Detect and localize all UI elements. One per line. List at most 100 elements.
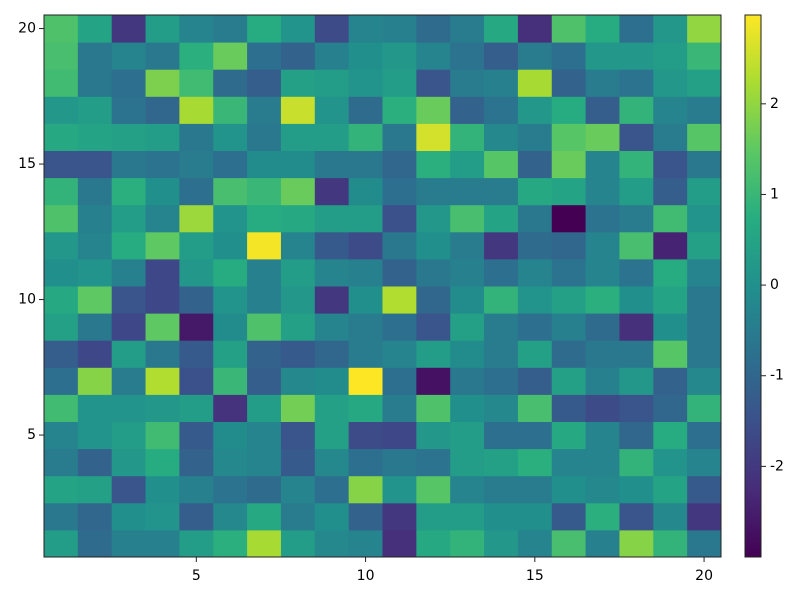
heatmap-cell: [314, 150, 350, 179]
heatmap-cell: [111, 502, 147, 531]
heatmap-cell: [145, 123, 180, 151]
heatmap-cell: [247, 340, 282, 368]
heatmap-cell: [247, 313, 282, 341]
heatmap-cell: [348, 475, 383, 504]
heatmap-cell: [348, 394, 383, 422]
heatmap-cell: [179, 448, 214, 477]
heatmap-cell: [585, 96, 620, 124]
heatmap-cell: [517, 69, 553, 97]
heatmap-cell: [416, 150, 451, 179]
heatmap-cell: [551, 177, 587, 206]
heatmap-cell: [551, 340, 587, 368]
heatmap-cell: [450, 15, 485, 43]
heatmap-cell: [416, 69, 451, 97]
heatmap-cell: [77, 15, 113, 43]
heatmap-cell: [619, 286, 654, 314]
heatmap-cell: [247, 286, 282, 314]
heatmap-cell: [653, 502, 688, 531]
heatmap-cell: [450, 529, 485, 558]
heatmap-cell: [450, 150, 485, 179]
heatmap-cell: [111, 123, 147, 151]
heatmap-cell: [77, 258, 113, 287]
heatmap-cell: [551, 69, 587, 97]
heatmap-cell: [77, 231, 113, 260]
heatmap-cell: [314, 502, 350, 531]
heatmap-cell: [280, 367, 316, 395]
heatmap-cell: [585, 529, 620, 558]
heatmap-cell: [450, 204, 485, 233]
heatmap-cell: [382, 340, 417, 368]
heatmap-cell: [416, 502, 451, 531]
heatmap-cell: [517, 502, 553, 531]
heatmap-cell: [619, 475, 654, 504]
heatmap-cell: [145, 15, 180, 43]
heatmap-cell: [44, 421, 79, 450]
heatmap-cell: [484, 394, 519, 422]
heatmap-cell: [450, 231, 485, 260]
heatmap-cell: [517, 286, 553, 314]
heatmap-cell: [585, 150, 620, 179]
heatmap-cell: [619, 42, 654, 70]
heatmap-cell: [687, 340, 722, 368]
heatmap-cell: [416, 394, 451, 422]
heatmap-cell: [348, 286, 383, 314]
heatmap-cell: [382, 475, 417, 504]
heatmap-cell: [551, 313, 587, 341]
heatmap-cell: [44, 475, 79, 504]
heatmap-cell: [382, 69, 417, 97]
heatmap-cell: [213, 313, 248, 341]
heatmap-cell: [619, 394, 654, 422]
heatmap-cell: [619, 15, 654, 43]
heatmap-cell: [619, 502, 654, 531]
heatmap-cell: [77, 367, 113, 395]
heatmap-cell: [314, 231, 350, 260]
plot-frame: [43, 14, 722, 558]
heatmap-cell: [484, 15, 519, 43]
heatmap-cell: [619, 69, 654, 97]
heatmap-cell: [247, 475, 282, 504]
heatmap-cell: [687, 96, 722, 124]
heatmap-cell: [145, 313, 180, 341]
heatmap-cell: [450, 475, 485, 504]
heatmap-cell: [551, 204, 587, 233]
heatmap-cell: [416, 231, 451, 260]
heatmap-cell: [247, 69, 282, 97]
heatmap-cell: [551, 96, 587, 124]
heatmap-cell: [551, 258, 587, 287]
heatmap-cell: [111, 150, 147, 179]
heatmap-cell: [416, 340, 451, 368]
heatmap-cell: [382, 42, 417, 70]
heatmap-cell: [247, 150, 282, 179]
heatmap-cell: [484, 204, 519, 233]
heatmap-cell: [145, 340, 180, 368]
x-tick-label: 10: [357, 568, 375, 584]
heatmap-cell: [314, 96, 350, 124]
heatmap-cell: [416, 448, 451, 477]
heatmap-cell: [280, 15, 316, 43]
heatmap-cell: [213, 394, 248, 422]
heatmap-cell: [179, 475, 214, 504]
heatmap-cell: [551, 286, 587, 314]
heatmap-cell: [348, 15, 383, 43]
heatmap-cell: [314, 529, 350, 558]
heatmap-cell: [517, 394, 553, 422]
heatmap-cell: [517, 96, 553, 124]
x-tick-label: 20: [695, 568, 713, 584]
heatmap-cell: [179, 15, 214, 43]
heatmap-cell: [348, 448, 383, 477]
heatmap-cell: [517, 448, 553, 477]
heatmap-cell: [314, 204, 350, 233]
heatmap-cell: [179, 286, 214, 314]
heatmap-cell: [77, 394, 113, 422]
heatmap-cell: [247, 15, 282, 43]
heatmap-cell: [111, 475, 147, 504]
heatmap-cell: [484, 69, 519, 97]
heatmap-cell: [145, 448, 180, 477]
heatmap-cell: [348, 529, 383, 558]
heatmap-cell: [247, 42, 282, 70]
heatmap-cell: [585, 421, 620, 450]
heatmap-cell: [179, 231, 214, 260]
heatmap-cell: [517, 421, 553, 450]
heatmap-cell: [111, 394, 147, 422]
heatmap-cell: [213, 421, 248, 450]
